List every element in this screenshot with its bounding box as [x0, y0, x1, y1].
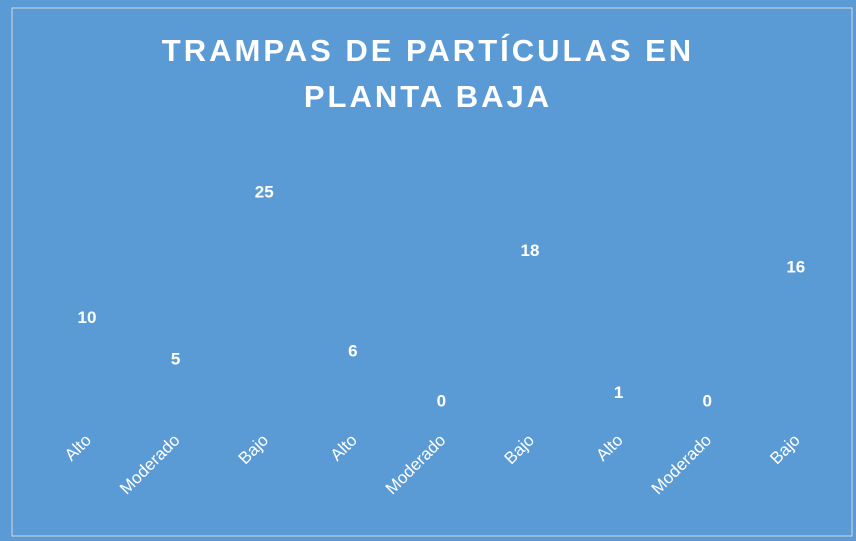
- data-label: 10: [78, 308, 97, 327]
- data-label: 1: [614, 383, 623, 402]
- chart-title: TRAMPAS DE PARTÍCULAS EN PLANTA BAJA: [161, 33, 695, 114]
- data-label: 18: [521, 241, 540, 260]
- data-label: 0: [702, 391, 711, 410]
- data-label: 25: [255, 182, 274, 201]
- plot-border: [11, 7, 853, 537]
- data-label: 16: [786, 258, 805, 277]
- data-label: 5: [171, 350, 180, 369]
- data-label: 6: [348, 341, 357, 360]
- data-label: 0: [437, 391, 446, 410]
